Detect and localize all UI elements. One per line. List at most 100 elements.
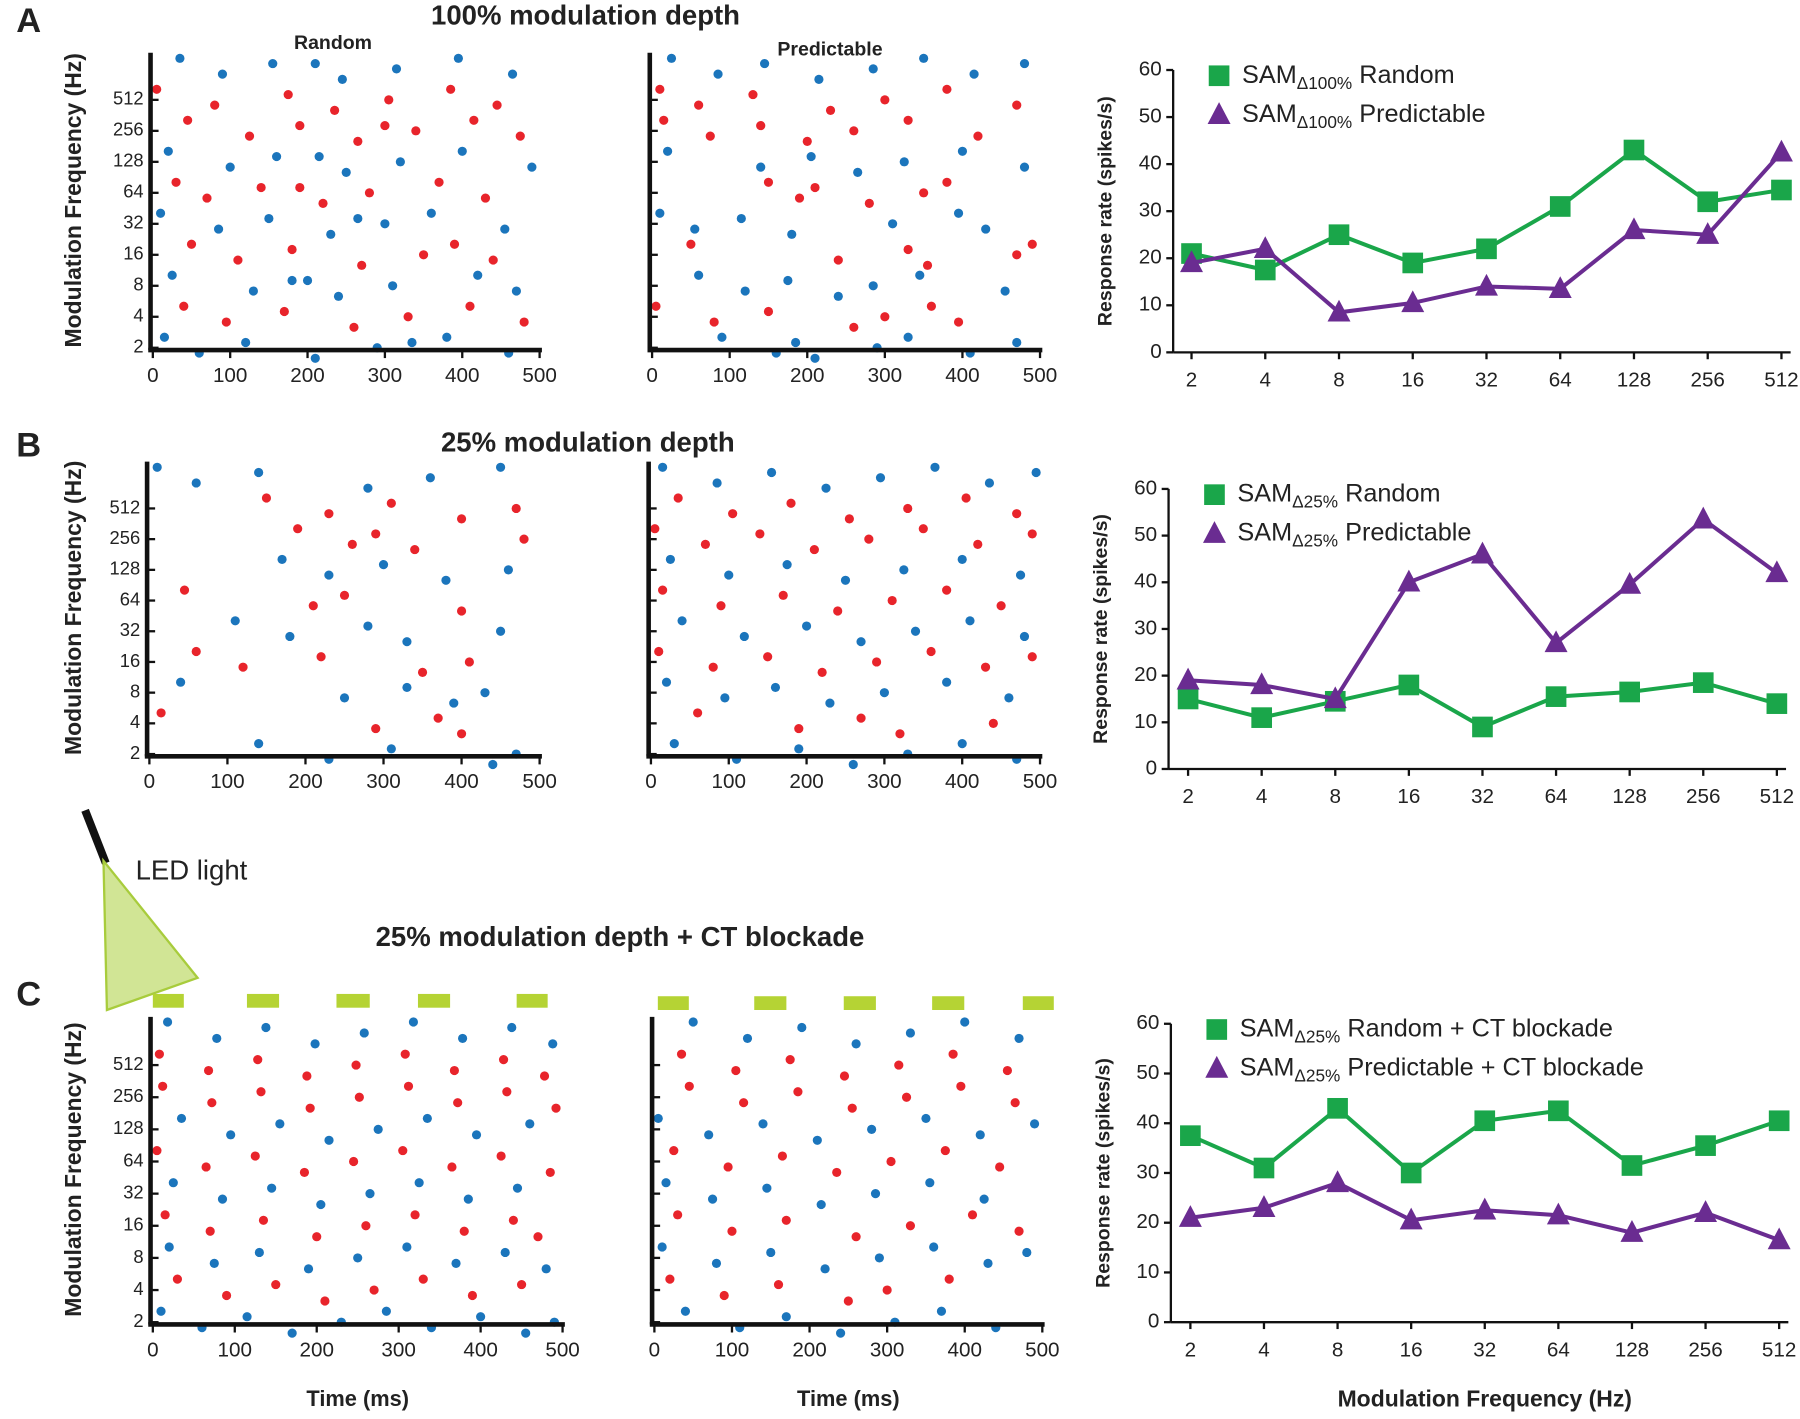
x-tick-label: 200 [792,1338,826,1361]
spike [511,286,521,296]
marker [1402,252,1424,274]
marker [1766,693,1788,714]
spike [511,503,521,514]
spike [717,332,727,342]
spike [339,693,350,703]
legend-marker [1205,1055,1229,1078]
spike [152,1145,162,1156]
spike [979,1194,989,1204]
marker [1549,196,1571,217]
x-tick-label: 500 [522,770,556,793]
spike [267,1183,277,1193]
marker [1619,681,1640,703]
marker [1544,630,1568,653]
spike [388,281,398,291]
spike [285,631,295,642]
x-tick-label: 200 [288,770,322,793]
spike [926,301,936,311]
spike [253,1055,263,1065]
spike [1027,239,1037,249]
spike [875,473,886,483]
spike [782,560,792,570]
spike [238,662,248,672]
legend-marker [1203,521,1226,543]
spike [1012,509,1022,519]
x-tick-label: 100 [213,364,247,387]
x-tick-label: 4 [1260,368,1271,391]
spike [983,1258,993,1268]
x-tick-label: 0 [645,770,656,793]
spike [742,1033,753,1044]
panel-letter: A [16,2,41,40]
spike [407,337,417,348]
spike [167,270,177,280]
spike [418,250,429,260]
spike [794,193,805,203]
x-axis-label: Time (ms) [306,1386,409,1411]
spike [254,1247,264,1258]
spike [324,570,334,580]
spike [777,1151,787,1161]
spike [256,182,266,193]
legend-label: SAMΔ100% Predictable [1242,99,1486,131]
y-tick-label: 0 [1148,1310,1159,1333]
spike [330,105,340,115]
y-tick-label: 4 [133,305,143,326]
spike [880,312,890,322]
marker [1691,506,1715,529]
y-tick-label: 32 [120,619,140,640]
spike [953,317,964,327]
x-tick-label: 2 [1182,785,1193,808]
spike [305,1103,315,1113]
light-pulse [657,996,689,1010]
spike [665,1274,675,1284]
x-tick-label: 300 [868,364,902,387]
spike [812,1135,822,1145]
y-tick-label: 512 [113,1053,144,1074]
spike [357,260,367,270]
spike [903,503,913,514]
spike [700,539,711,549]
spike [694,270,704,280]
spike [449,1065,459,1076]
y-tick-label: 256 [113,1085,144,1106]
x-tick-label: 16 [1397,785,1420,808]
x-tick-label: 2 [1186,368,1197,391]
y-tick-label: 64 [123,181,143,202]
spike [213,224,224,234]
spike [502,1087,512,1097]
led-light-cone [102,857,200,1012]
spike [711,1258,722,1268]
spike [755,529,765,539]
light-pulse [417,993,451,1008]
spike [731,1065,741,1076]
y-tick-label: 20 [1136,1210,1159,1233]
spike [1002,1065,1012,1076]
spike [940,1145,950,1156]
spike [337,74,347,84]
spike [705,131,715,141]
spike [496,1151,506,1161]
spike [727,1226,737,1236]
spike [519,317,529,327]
spike [373,1124,383,1134]
light-pulse [843,996,876,1010]
x-tick-label: 0 [646,364,657,387]
spike [447,1162,457,1172]
x-tick-label: 16 [1401,368,1424,391]
spike [378,560,389,570]
x-tick-label: 8 [1330,785,1341,808]
y-tick-label: 16 [120,650,140,671]
spike [1012,250,1022,260]
spike [347,539,357,549]
y-tick-label: 64 [120,588,140,609]
spike [686,239,696,249]
spike [508,1215,518,1225]
y-tick-label: 30 [1139,199,1162,222]
spike [156,708,166,718]
spike [295,120,305,131]
y-tick-label: 512 [113,88,144,109]
spike [882,1285,892,1295]
spike [693,708,703,718]
spike [655,208,665,218]
